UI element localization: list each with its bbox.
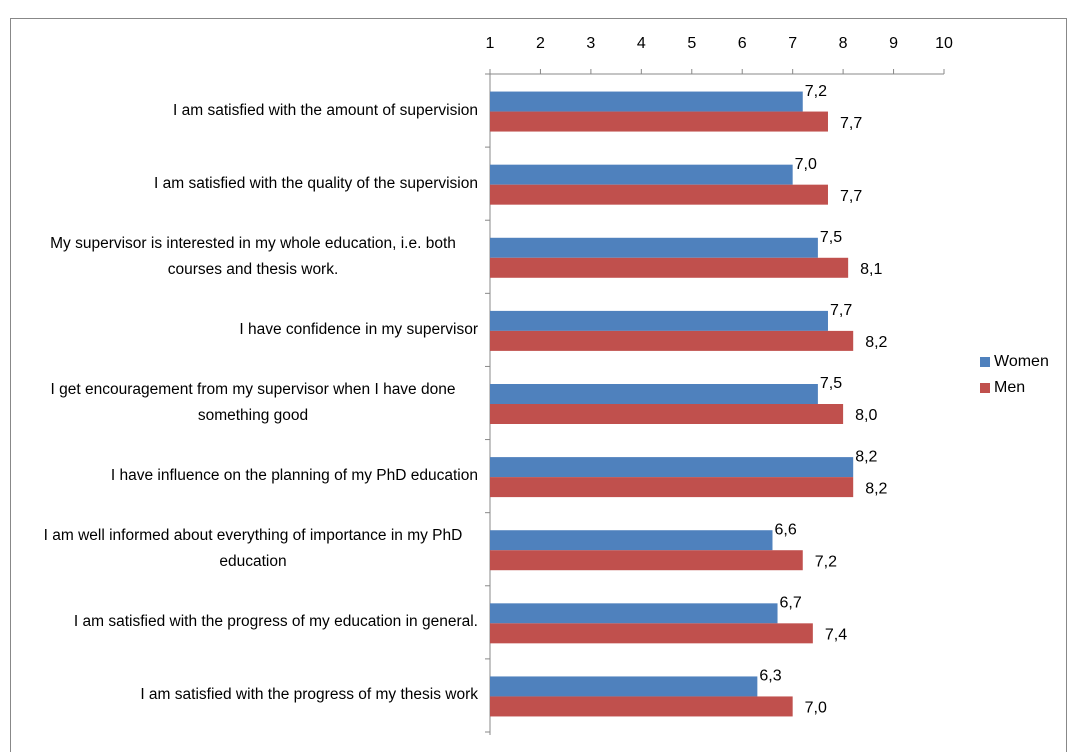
category-text: I have confidence in my supervisor [239, 320, 478, 338]
value-label: 7,5 [820, 375, 842, 392]
value-label: 6,6 [774, 521, 796, 538]
legend-swatch [980, 357, 990, 367]
value-label: 6,7 [780, 595, 802, 612]
bar [490, 623, 813, 644]
x-tick-label: 5 [687, 35, 696, 52]
bar [490, 184, 828, 205]
value-label: 7,0 [795, 156, 817, 173]
x-tick-label: 9 [889, 35, 898, 52]
category-text: I am satisfied with the amount of superv… [173, 101, 478, 119]
value-label: 8,1 [860, 261, 882, 278]
bar [490, 404, 844, 424]
bar [490, 603, 778, 624]
legend-swatch [980, 383, 990, 393]
value-label: 8,2 [865, 480, 887, 497]
y-tick-label: I have influence on the planning of my P… [28, 440, 478, 513]
x-tick-label: 10 [935, 35, 953, 52]
x-tick-label: 7 [788, 35, 797, 52]
y-tick-label: I am satisfied with the quality of the s… [28, 147, 478, 220]
bar [490, 111, 828, 132]
y-tick-label: I have confidence in my supervisor [28, 293, 478, 366]
value-label: 7,5 [820, 229, 842, 246]
category-text: I have influence on the planning of my P… [110, 467, 478, 485]
value-label: 7,7 [840, 188, 862, 205]
x-tick-label: 2 [536, 35, 545, 52]
bar [490, 91, 803, 112]
bar [490, 696, 793, 717]
x-tick-label: 4 [637, 35, 646, 52]
bar [490, 550, 803, 571]
value-label: 7,7 [830, 302, 852, 319]
value-label: 8,0 [855, 407, 877, 424]
y-tick-label: I get encouragement from my supervisor w… [28, 366, 478, 439]
bar [490, 457, 854, 478]
y-tick-label: I am satisfied with the progress of my e… [28, 586, 478, 659]
value-label: 8,2 [855, 448, 877, 465]
category-text: I get encouragement from my supervisor w… [50, 380, 456, 424]
y-tick-label: My supervisor is interested in my whole … [28, 220, 478, 293]
x-tick-label: 1 [486, 35, 495, 52]
y-tick-label: I am satisfied with the progress of my t… [28, 659, 478, 732]
x-tick-label: 8 [839, 35, 848, 52]
value-label: 7,2 [805, 83, 827, 100]
legend-label: Men [994, 379, 1025, 396]
bar [490, 330, 854, 351]
value-label: 7,7 [840, 115, 862, 132]
bar [490, 257, 849, 278]
category-text: My supervisor is interested in my whole … [50, 234, 456, 278]
bar [490, 310, 828, 331]
value-label: 7,0 [805, 700, 827, 717]
value-label: 7,2 [815, 553, 837, 570]
bar [490, 384, 818, 404]
chart-frame [10, 18, 1067, 752]
x-tick-label: 6 [738, 35, 747, 52]
legend-label: Women [994, 353, 1049, 370]
bar [490, 477, 854, 498]
x-tick-label: 3 [586, 35, 595, 52]
bar [490, 164, 793, 185]
y-tick-label: I am satisfied with the amount of superv… [28, 74, 478, 147]
y-tick-label: I am well informed about everything of i… [28, 513, 478, 586]
value-label: 6,3 [759, 668, 781, 685]
category-text: I am satisfied with the quality of the s… [154, 174, 478, 192]
bar [490, 676, 758, 697]
category-text: I am satisfied with the progress of my e… [73, 613, 478, 631]
bar [490, 237, 818, 258]
bar [490, 530, 773, 551]
value-label: 7,4 [825, 627, 847, 644]
value-label: 8,2 [865, 334, 887, 351]
category-text: I am satisfied with the progress of my t… [140, 686, 478, 704]
category-text: I am well informed about everything of i… [43, 527, 463, 571]
